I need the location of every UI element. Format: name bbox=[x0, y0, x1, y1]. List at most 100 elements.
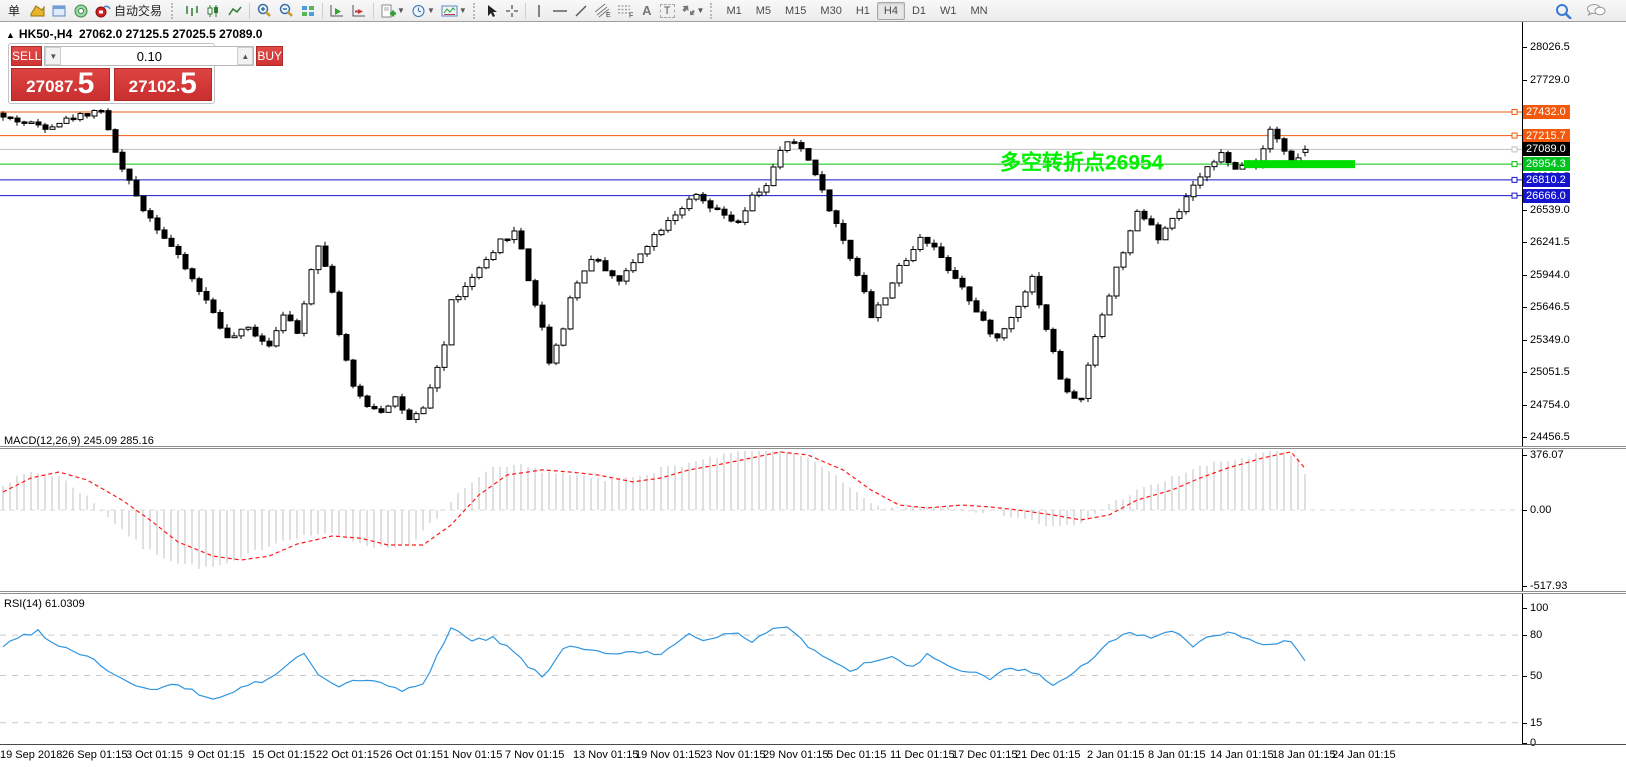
candle[interactable] bbox=[819, 174, 826, 191]
candle[interactable] bbox=[679, 208, 686, 216]
candle[interactable] bbox=[427, 387, 434, 409]
candle[interactable] bbox=[721, 208, 728, 216]
candle[interactable] bbox=[973, 300, 980, 313]
candle[interactable] bbox=[133, 179, 140, 197]
candle[interactable] bbox=[1190, 184, 1197, 198]
add-indicator-button[interactable]: ▼ bbox=[377, 1, 408, 21]
candle[interactable] bbox=[567, 297, 574, 330]
toolbar-drag-handle[interactable] bbox=[171, 2, 176, 19]
candle[interactable] bbox=[588, 259, 595, 272]
equidistant-channel-tool-button[interactable]: E bbox=[591, 1, 614, 21]
candle[interactable] bbox=[336, 291, 343, 336]
candle[interactable] bbox=[63, 117, 70, 124]
candle[interactable] bbox=[1022, 291, 1029, 307]
candle[interactable] bbox=[189, 268, 196, 280]
candle[interactable] bbox=[714, 207, 721, 210]
candle[interactable] bbox=[805, 148, 812, 161]
candle[interactable] bbox=[1176, 211, 1183, 219]
candle[interactable] bbox=[1029, 275, 1036, 293]
candle[interactable] bbox=[371, 406, 378, 410]
tile-windows-button[interactable] bbox=[297, 1, 319, 21]
candle[interactable] bbox=[980, 311, 987, 321]
candle[interactable] bbox=[483, 259, 490, 269]
candle[interactable] bbox=[651, 234, 658, 247]
candle[interactable] bbox=[1155, 224, 1162, 241]
candle[interactable] bbox=[560, 328, 567, 346]
search-icon[interactable] bbox=[1555, 3, 1572, 19]
zoom-out-button[interactable] bbox=[275, 1, 297, 21]
panel-separator[interactable] bbox=[0, 591, 1626, 594]
candle[interactable] bbox=[1169, 217, 1176, 229]
candle[interactable] bbox=[665, 220, 672, 231]
sell-button[interactable]: SELL bbox=[11, 46, 43, 66]
candle[interactable] bbox=[602, 260, 609, 272]
candle[interactable] bbox=[126, 168, 133, 181]
candle[interactable] bbox=[994, 333, 1001, 339]
level-price-badge[interactable]: 27432.0 bbox=[1523, 104, 1570, 119]
candle[interactable] bbox=[1302, 148, 1309, 153]
level-line-handle[interactable] bbox=[1511, 108, 1518, 115]
candle[interactable] bbox=[287, 314, 294, 322]
candle[interactable] bbox=[693, 193, 700, 200]
candle[interactable] bbox=[1050, 328, 1057, 352]
candle[interactable] bbox=[742, 210, 749, 223]
text-label-tool-button[interactable]: T bbox=[657, 1, 678, 21]
candle[interactable] bbox=[1015, 305, 1022, 318]
buy-price-display[interactable]: 27102. 5 bbox=[113, 68, 212, 101]
candle[interactable] bbox=[945, 256, 952, 272]
candle[interactable] bbox=[294, 320, 301, 334]
candle[interactable] bbox=[1162, 227, 1169, 241]
candle[interactable] bbox=[812, 159, 819, 176]
candle[interactable] bbox=[35, 121, 42, 126]
candle[interactable] bbox=[231, 335, 238, 339]
chat-icon[interactable] bbox=[1586, 3, 1606, 18]
candle[interactable] bbox=[1183, 196, 1190, 213]
panel-separator[interactable] bbox=[0, 446, 1626, 449]
candle[interactable] bbox=[630, 262, 637, 272]
candle[interactable] bbox=[0, 112, 7, 118]
level-price-badge[interactable]: 26666.0 bbox=[1523, 188, 1570, 203]
candle[interactable] bbox=[826, 189, 833, 212]
candle[interactable] bbox=[322, 245, 329, 267]
candle[interactable] bbox=[329, 265, 336, 293]
candle[interactable] bbox=[476, 267, 483, 278]
level-line-handle[interactable] bbox=[1511, 192, 1518, 199]
candle[interactable] bbox=[868, 291, 875, 319]
candle[interactable] bbox=[112, 129, 119, 153]
text-tool-button[interactable]: A bbox=[637, 1, 657, 21]
candle[interactable] bbox=[315, 245, 322, 271]
candle[interactable] bbox=[1211, 161, 1218, 168]
candle[interactable] bbox=[784, 141, 791, 152]
candle[interactable] bbox=[448, 299, 455, 346]
level-line-handle[interactable] bbox=[1511, 132, 1518, 139]
level-price-badge[interactable]: 26810.2 bbox=[1523, 172, 1570, 187]
candle[interactable] bbox=[854, 257, 861, 276]
candle[interactable] bbox=[70, 117, 77, 121]
candle[interactable] bbox=[1274, 128, 1281, 140]
line-chart-mode-button[interactable] bbox=[224, 1, 246, 21]
candle[interactable] bbox=[441, 344, 448, 368]
candle[interactable] bbox=[119, 151, 126, 170]
candle[interactable] bbox=[301, 303, 308, 334]
candle[interactable] bbox=[14, 117, 21, 123]
level-price-badge[interactable]: 27215.7 bbox=[1523, 128, 1570, 143]
candle[interactable] bbox=[1085, 364, 1092, 399]
horizontal-line-tool-button[interactable] bbox=[549, 1, 571, 21]
candlestick-mode-button[interactable] bbox=[202, 1, 224, 21]
candle[interactable] bbox=[581, 270, 588, 284]
candle[interactable] bbox=[931, 242, 938, 248]
candle[interactable] bbox=[889, 282, 896, 299]
cursor-tool-button[interactable] bbox=[482, 1, 502, 21]
candle[interactable] bbox=[511, 230, 518, 241]
candle[interactable] bbox=[147, 210, 154, 219]
timeframe-m5[interactable]: M5 bbox=[755, 4, 772, 17]
candle[interactable] bbox=[266, 340, 273, 347]
candle[interactable] bbox=[735, 220, 742, 223]
candle[interactable] bbox=[392, 396, 399, 407]
periods-button[interactable]: ▼ bbox=[408, 1, 438, 21]
current-price-badge[interactable]: 27089.0 bbox=[1523, 142, 1570, 157]
candle[interactable] bbox=[875, 304, 882, 319]
candle[interactable] bbox=[938, 246, 945, 258]
candle[interactable] bbox=[658, 229, 665, 236]
candle[interactable] bbox=[462, 285, 469, 298]
